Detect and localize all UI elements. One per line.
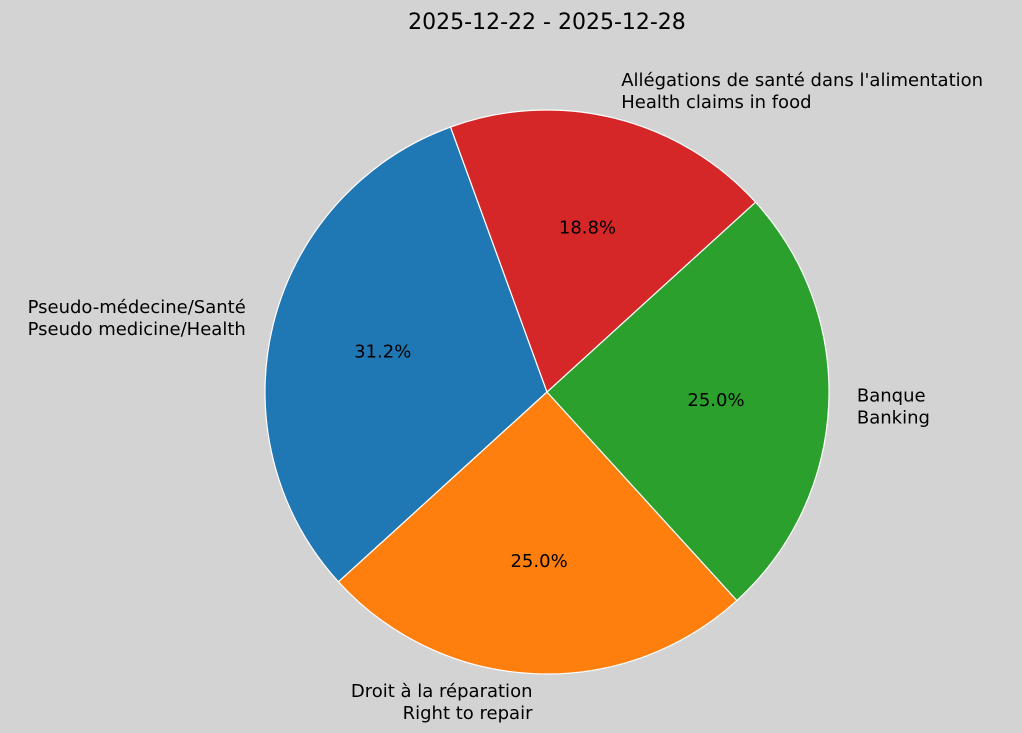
pie-category-label-line: Health claims in food (621, 92, 811, 113)
pie-category-label-line: Banking (857, 408, 930, 429)
pie-category-label-2: Banque Banking (857, 386, 930, 429)
pie-category-label-line: Banque (857, 386, 926, 407)
pie-category-label-3: Allégations de santé dans l'alimentation… (621, 70, 983, 113)
pie-labels: 31.2% Pseudo-médecine/Santé Pseudo medicin… (28, 70, 983, 724)
pie-slices (264, 109, 830, 675)
pie-slice-0 (264, 126, 548, 583)
pie-pct-label-0: 31.2% (354, 342, 411, 363)
pie-category-label-line: Droit à la réparation (351, 681, 533, 702)
pie-slice-2 (546, 201, 830, 602)
pie-category-label-1: Droit à la réparation Right to repair (351, 681, 533, 724)
pie-category-label-line: Right to repair (403, 703, 533, 724)
pie-category-label-0: Pseudo-médecine/Santé Pseudo medicine/Hea… (28, 297, 246, 340)
chart-title: 2025-12-22 - 2025-12-28 (408, 10, 686, 35)
pie-slice-3 (449, 109, 757, 393)
pie-slice-1 (337, 391, 738, 675)
pie-pct-label-1: 25.0% (510, 551, 567, 572)
pie-category-label-line: Pseudo medicine/Health (28, 319, 246, 340)
pie-category-label-line: Allégations de santé dans l'alimentation (621, 70, 983, 91)
pie-pct-label-3: 18.8% (559, 218, 616, 239)
pie-pct-label-2: 25.0% (687, 390, 744, 411)
pie-category-label-line: Pseudo-médecine/Santé (28, 297, 246, 318)
